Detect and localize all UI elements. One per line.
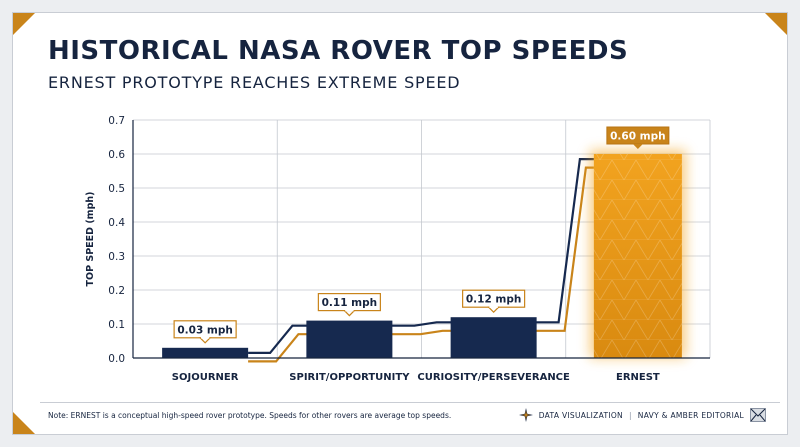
y-tick-label: 0.7 bbox=[108, 115, 125, 127]
data-label-pointer bbox=[632, 144, 643, 149]
x-tick-label: CURIOSITY/PERSEVERANCE bbox=[417, 372, 570, 383]
corner-accent-top-right bbox=[765, 13, 787, 35]
x-tick-label: SPIRIT/OPPORTUNITY bbox=[289, 372, 410, 383]
corner-accent-bottom-left bbox=[13, 412, 35, 434]
page-subtitle: ERNEST PROTOTYPE REACHES EXTREME SPEED bbox=[48, 73, 461, 92]
data-label: 0.12 mph bbox=[466, 294, 522, 306]
y-tick-label: 0.1 bbox=[108, 319, 125, 331]
corner-accent-top-left bbox=[13, 13, 35, 35]
brand-separator: | bbox=[628, 410, 632, 420]
y-tick-label: 0.4 bbox=[108, 217, 125, 229]
page-title: HISTORICAL NASA ROVER TOP SPEEDS bbox=[48, 36, 629, 66]
footer-divider bbox=[40, 402, 780, 403]
bar bbox=[450, 317, 537, 358]
footnote: Note: ERNEST is a conceptual high-speed … bbox=[48, 411, 452, 420]
y-tick-label: 0.6 bbox=[108, 149, 125, 161]
bar bbox=[306, 320, 393, 358]
x-tick-label: ERNEST bbox=[616, 372, 660, 383]
step-line-navy bbox=[248, 158, 594, 354]
brand-credit: DATA VISUALIZATION | NAVY & AMBER EDITOR… bbox=[518, 407, 766, 423]
envelope-logo-icon bbox=[750, 408, 766, 422]
y-tick-label: 0.0 bbox=[108, 353, 125, 365]
y-axis-title: TOP SPEED (mph) bbox=[85, 192, 96, 287]
axes: 0.0 0.1 0.2 0.3 0.4 0.5 0.6 0.7 TOP SPEED (mph) S… bbox=[85, 115, 710, 383]
data-label: 0.03 mph bbox=[177, 324, 233, 336]
y-tick-label: 0.3 bbox=[108, 251, 125, 263]
data-labels: 0.03 mph 0.11 mph 0.12 mph 0.60 mph bbox=[173, 126, 670, 344]
x-tick-label: SOJOURNER bbox=[172, 372, 239, 383]
step-lines bbox=[248, 158, 594, 363]
compass-star-icon bbox=[518, 408, 533, 422]
bars bbox=[162, 150, 686, 358]
bar bbox=[162, 347, 249, 358]
data-label: 0.60 mph bbox=[610, 131, 666, 143]
brand-left-text: DATA VISUALIZATION bbox=[538, 410, 623, 420]
y-tick-label: 0.2 bbox=[108, 285, 125, 297]
step-line-amber bbox=[248, 166, 594, 363]
y-tick-label: 0.5 bbox=[108, 183, 125, 195]
brand-right-text: NAVY & AMBER EDITORIAL bbox=[637, 410, 744, 420]
data-label: 0.11 mph bbox=[322, 297, 378, 309]
bar-pattern bbox=[593, 154, 682, 358]
